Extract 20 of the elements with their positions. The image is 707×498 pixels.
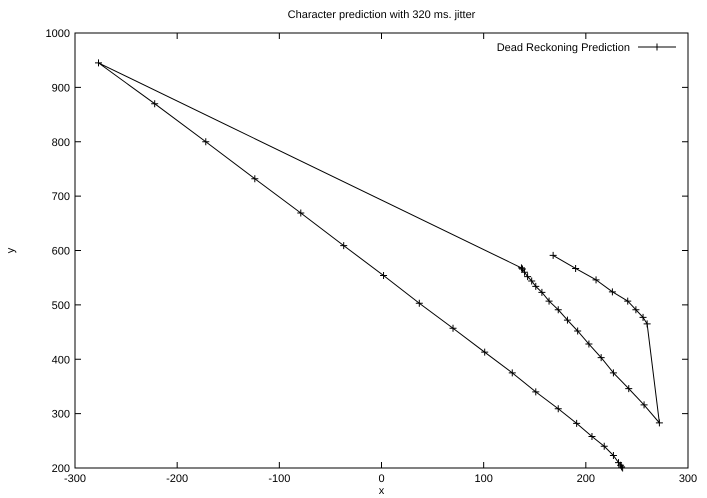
y-axis-title: y <box>5 247 17 254</box>
x-tick-label: 100 <box>474 473 493 485</box>
x-tick-label: 200 <box>576 473 596 485</box>
y-tick-label: 700 <box>52 191 70 204</box>
chart-title: Character prediction with 320 ms. jitter <box>288 9 476 21</box>
y-tick-label: 500 <box>52 300 70 312</box>
y-tick-label: 300 <box>52 408 70 421</box>
x-axis-title: x <box>378 485 385 497</box>
x-tick-label: -100 <box>268 473 290 485</box>
y-tick-label: 600 <box>52 246 70 258</box>
x-tick-label: -300 <box>64 473 86 485</box>
legend-label: Dead Reckoning Prediction <box>496 42 630 54</box>
x-tick-label: 0 <box>378 473 385 485</box>
x-tick-label: 300 <box>678 473 698 485</box>
y-tick-label: 1000 <box>46 28 70 40</box>
y-tick-label: 800 <box>52 136 70 149</box>
x-tick-label: -200 <box>166 473 188 485</box>
y-tick-label: 400 <box>52 354 70 366</box>
y-tick-label: 900 <box>52 82 70 94</box>
y-tick-label: 200 <box>52 463 70 475</box>
